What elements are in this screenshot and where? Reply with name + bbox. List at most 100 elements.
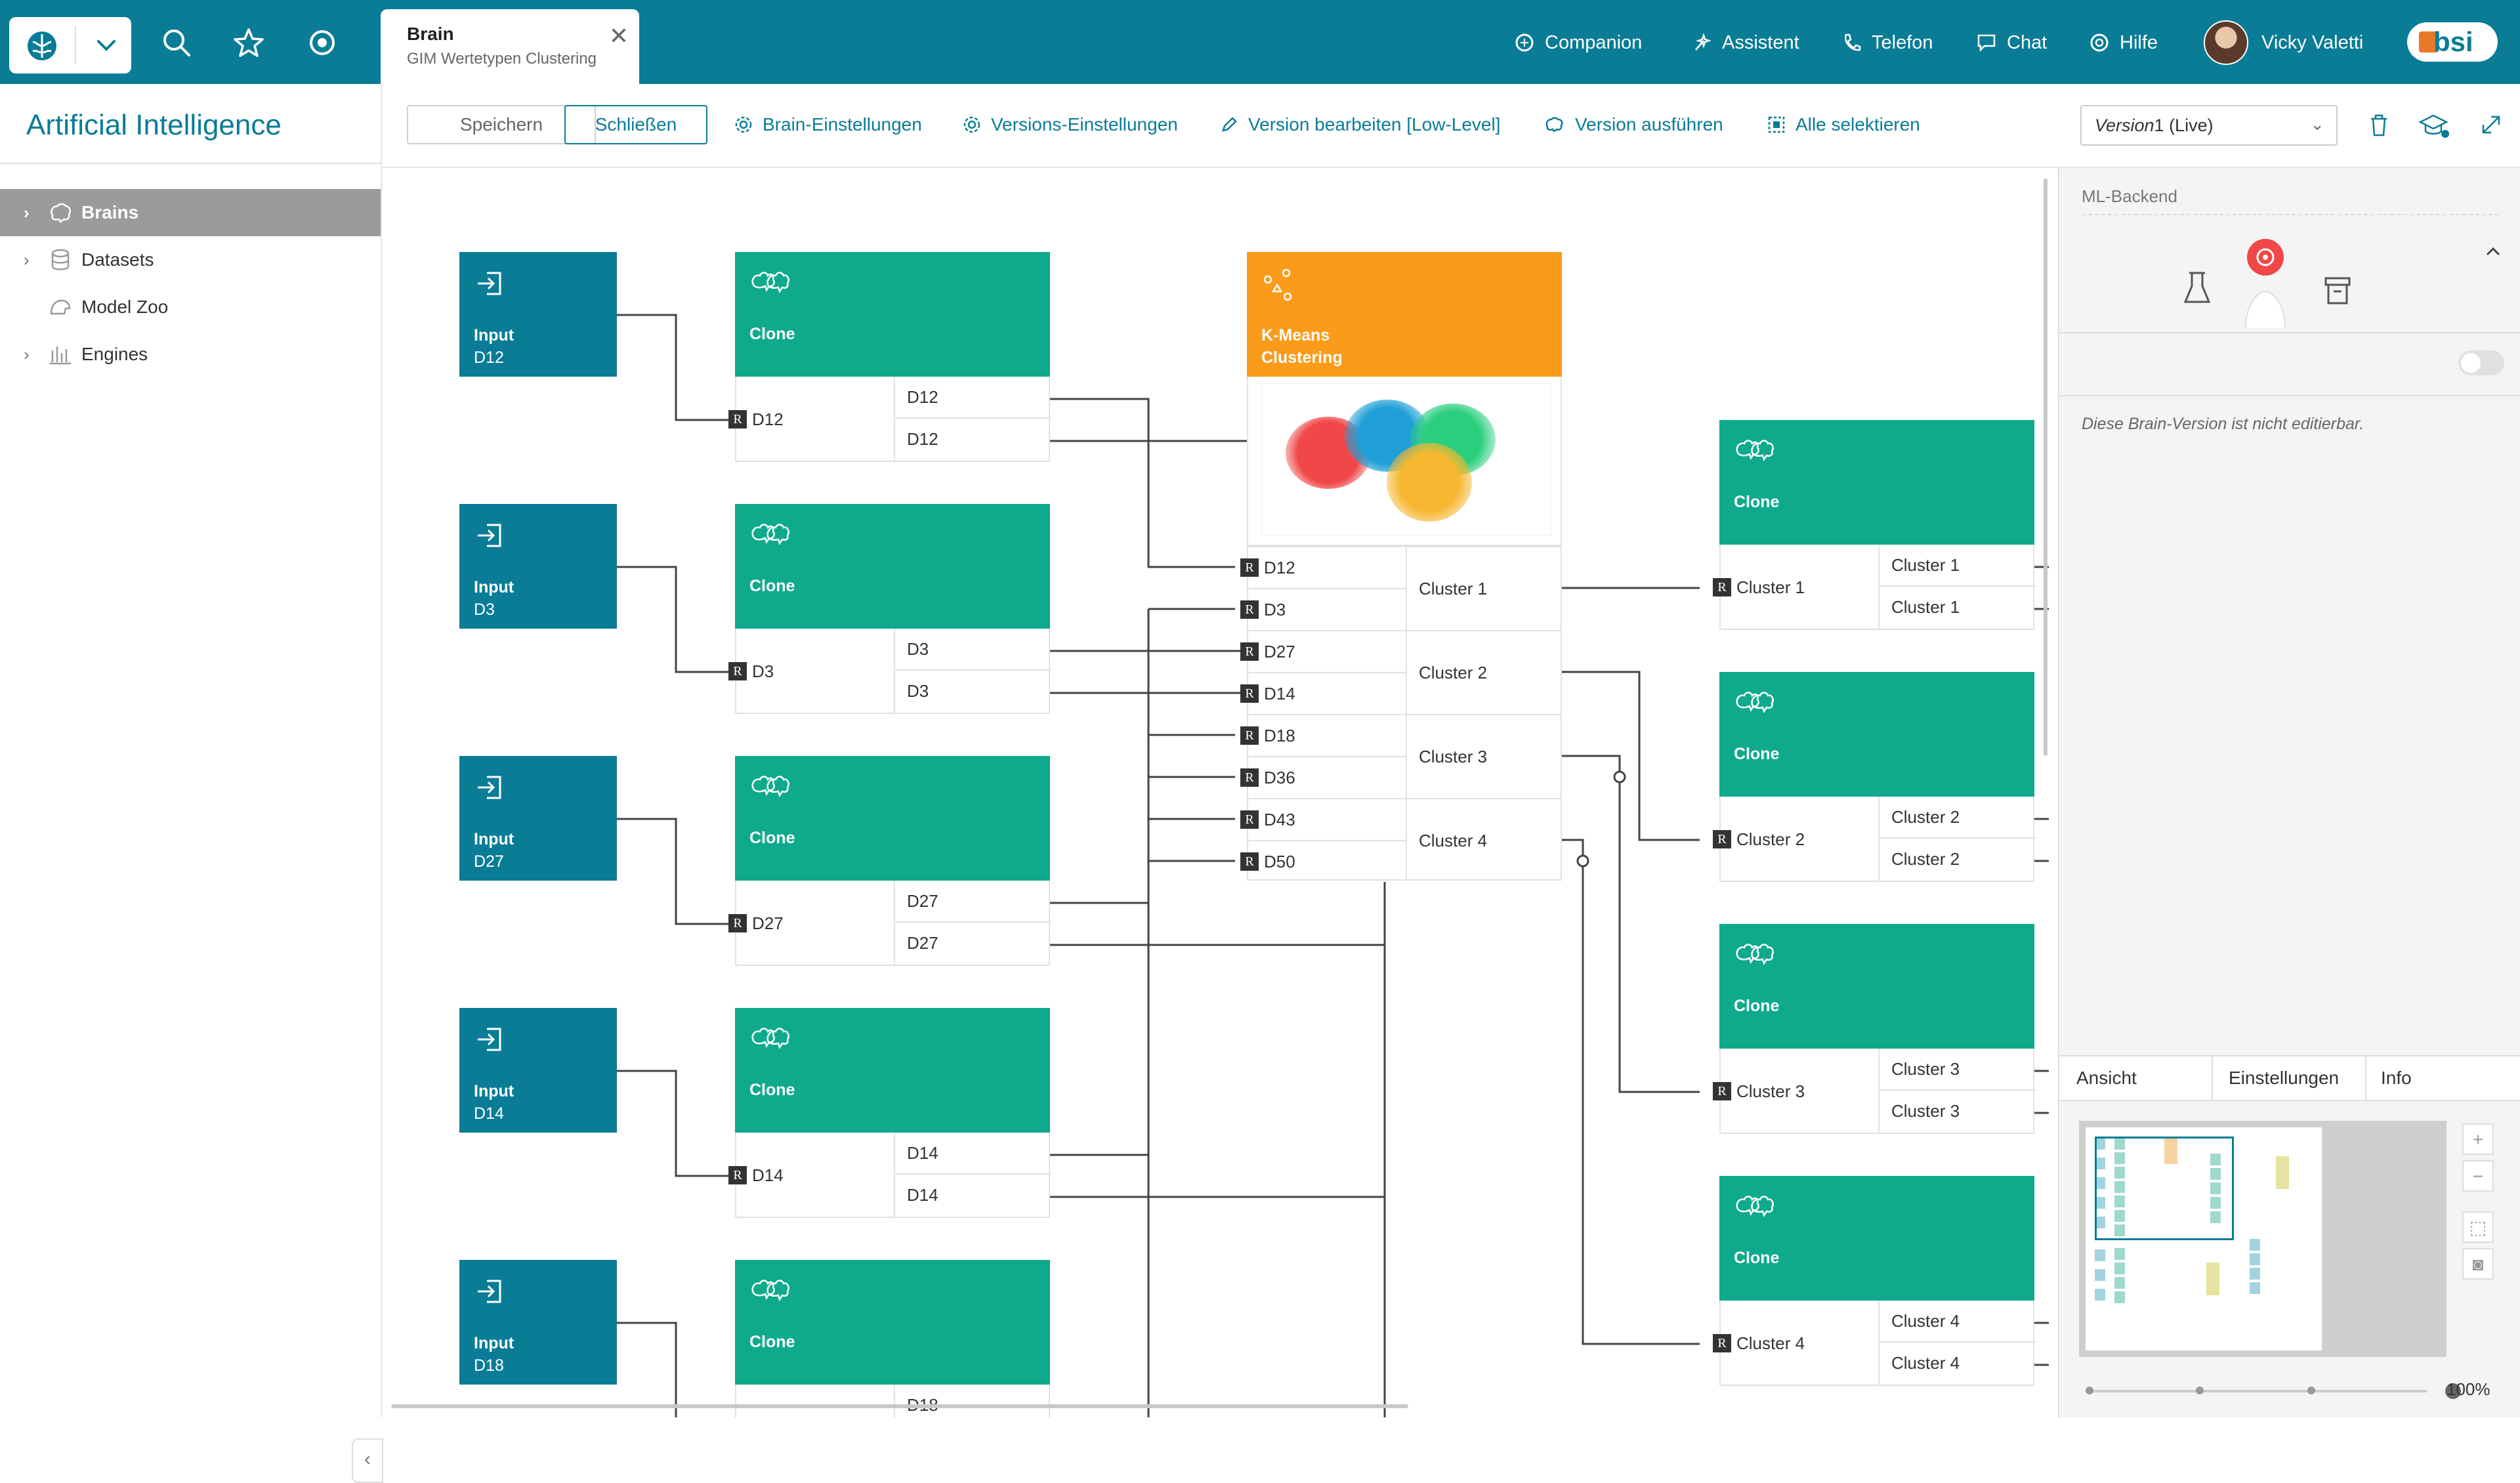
trash-icon[interactable] (2368, 113, 2390, 138)
clone-node-cluster-1[interactable]: Clone R Cluster 1 Cluster 1 Cluster 1 (1713, 420, 2036, 630)
tab-ansicht[interactable]: Ansicht (2076, 1068, 2137, 1088)
input-port[interactable]: R D27 (1240, 631, 1295, 672)
output-port[interactable]: D3 (907, 680, 929, 701)
input-port[interactable]: R D36 (1240, 757, 1295, 798)
select-all-button[interactable]: Alle selektieren (1767, 105, 1920, 144)
output-port[interactable]: Cluster 1 (1419, 578, 1488, 598)
ml-backend-switcher[interactable] (2154, 231, 2377, 329)
clone-node-cluster-3[interactable]: Clone R Cluster 3 Cluster 3 Cluster 3 (1713, 924, 2036, 1134)
input-node-d12[interactable]: Input D12 (459, 252, 617, 377)
vertical-scrollbar[interactable] (2044, 178, 2048, 756)
minimap-viewport[interactable] (2095, 1137, 2234, 1240)
output-port[interactable]: D12 (907, 428, 938, 449)
input-port[interactable]: R D3 (1240, 589, 1286, 630)
zoom-in-button[interactable]: + (2462, 1123, 2494, 1155)
output-port[interactable]: D14 (907, 1184, 938, 1205)
output-port[interactable]: Cluster 3 (1419, 746, 1488, 766)
tab-info[interactable]: Info (2381, 1068, 2412, 1088)
training-icon[interactable] (2418, 113, 2450, 139)
version-select[interactable]: Version 1 (Live) ⌄ (2080, 105, 2338, 146)
nav-assistent[interactable]: Assistent (1690, 26, 1799, 59)
sidebar-item-engines[interactable]: › Engines (0, 331, 381, 378)
input-node-d14[interactable]: Input D14 (459, 1008, 617, 1133)
nav-telefon[interactable]: Telefon (1840, 26, 1933, 59)
input-port[interactable]: R Cluster 1 (1713, 567, 1805, 608)
output-port[interactable]: D27 (907, 890, 938, 911)
input-port[interactable]: R D18 (1240, 715, 1295, 756)
input-port[interactable]: R D12 (1240, 547, 1295, 588)
clone-node-d18[interactable]: Clone D18 (735, 1260, 1050, 1417)
output-port[interactable]: Cluster 2 (1891, 806, 1960, 827)
output-port[interactable]: D18 (907, 1385, 938, 1417)
app-switcher[interactable] (9, 17, 131, 73)
chevron-right-icon[interactable]: › (24, 202, 30, 222)
clone-node-d14[interactable]: Clone R D14 D14 D14 (728, 1008, 1051, 1218)
graph-canvas[interactable]: Input D12 Input D3 Input D27 Input D14 Input… (382, 168, 2049, 1417)
sidebar-item-brains[interactable]: › Brains (0, 189, 381, 236)
zoom-slider-handle[interactable] (2445, 1383, 2461, 1399)
fit-view-button[interactable]: ⬚ (2462, 1211, 2494, 1243)
input-port[interactable]: R D43 (1240, 799, 1295, 840)
input-port[interactable]: R Cluster 2 (1713, 819, 1805, 860)
output-port[interactable]: D3 (907, 638, 929, 659)
input-port[interactable]: R D3 (728, 651, 774, 692)
output-port[interactable]: Cluster 2 (1891, 848, 1960, 869)
output-port[interactable]: Cluster 3 (1891, 1058, 1960, 1079)
output-port[interactable]: Cluster 1 (1891, 554, 1960, 575)
brain-settings-button[interactable]: Brain-Einstellungen (734, 105, 922, 144)
sidebar-item-datasets[interactable]: › Datasets (0, 236, 381, 283)
kmeans-node[interactable]: K-Means Clustering R D12 R D3 R D27 R D14 R D1… (1240, 252, 1562, 881)
input-node-d3[interactable]: Input D3 (459, 504, 617, 629)
output-port[interactable]: Cluster 4 (1891, 1352, 1960, 1373)
clone-node-cluster-4[interactable]: Clone R Cluster 4 Cluster 4 Cluster 4 (1713, 1176, 2036, 1386)
run-version-button[interactable]: Version ausführen (1544, 105, 1723, 144)
input-port[interactable]: R D14 (728, 1155, 784, 1196)
output-port[interactable]: D14 (907, 1142, 938, 1163)
save-button[interactable]: Speichern (407, 105, 596, 144)
zoom-slider[interactable] (2086, 1383, 2461, 1399)
edit-version-button[interactable]: Version bearbeiten [Low-Level] (1219, 105, 1500, 144)
clone-node-d27[interactable]: Clone R D27 D27 D27 (728, 756, 1051, 966)
clone-node-d3[interactable]: Clone R D3 D3 D3 (728, 504, 1051, 714)
center-view-button[interactable]: ◙ (2462, 1248, 2494, 1280)
input-port[interactable]: R Cluster 4 (1713, 1323, 1805, 1364)
output-port[interactable]: Cluster 2 (1419, 662, 1488, 682)
chevron-down-icon[interactable] (94, 35, 118, 55)
version-settings-button[interactable]: Versions-Einstellungen (962, 105, 1178, 144)
zoom-out-button[interactable]: − (2462, 1160, 2494, 1192)
record-icon[interactable] (306, 26, 339, 59)
output-port[interactable]: D12 (907, 386, 938, 407)
nav-hilfe[interactable]: Hilfe (2088, 26, 2158, 59)
output-port[interactable]: Cluster 1 (1891, 596, 1960, 617)
close-button[interactable]: Schließen (564, 105, 707, 144)
chevron-right-icon[interactable]: › (24, 249, 30, 270)
star-icon[interactable] (232, 26, 265, 59)
clone-node-d12[interactable]: Clone R D12 D12 D12 (728, 252, 1051, 462)
input-port[interactable]: R D12 (728, 399, 784, 440)
input-port[interactable]: R D50 (1240, 841, 1295, 882)
output-port[interactable]: Cluster 4 (1419, 830, 1488, 850)
output-port[interactable]: Cluster 3 (1891, 1100, 1960, 1121)
chevron-up-icon[interactable] (2483, 241, 2503, 261)
horizontal-scrollbar[interactable] (391, 1404, 1408, 1408)
input-port[interactable]: R D14 (1240, 673, 1295, 714)
tab-einstellungen[interactable]: Einstellungen (2229, 1068, 2340, 1088)
document-tab[interactable]: Brain GIM Wertetypen Clustering ✕ (381, 9, 639, 84)
nav-companion[interactable]: Companion (1513, 26, 1642, 59)
user-menu[interactable]: Vicky Valetti (2204, 20, 2363, 65)
output-port[interactable]: D27 (907, 932, 938, 953)
editable-toggle[interactable] (2458, 350, 2504, 375)
input-node-d27[interactable]: Input D27 (459, 756, 617, 881)
close-icon[interactable]: ✕ (608, 22, 629, 49)
sidebar-item-model-zoo[interactable]: Model Zoo (0, 283, 381, 331)
output-port[interactable]: Cluster 4 (1891, 1310, 1960, 1331)
input-port[interactable]: R Cluster 3 (1713, 1071, 1805, 1112)
search-icon[interactable] (160, 26, 193, 59)
minimap[interactable] (2079, 1121, 2446, 1357)
expand-icon[interactable] (2479, 113, 2503, 136)
input-node-d18[interactable]: Input D18 (459, 1260, 617, 1385)
clone-node-cluster-2[interactable]: Clone R Cluster 2 Cluster 2 Cluster 2 (1713, 672, 2036, 882)
input-port[interactable]: R D27 (728, 903, 784, 944)
collapse-sidebar-button[interactable]: ‹ (352, 1438, 383, 1483)
nav-chat[interactable]: Chat (1975, 26, 2047, 59)
